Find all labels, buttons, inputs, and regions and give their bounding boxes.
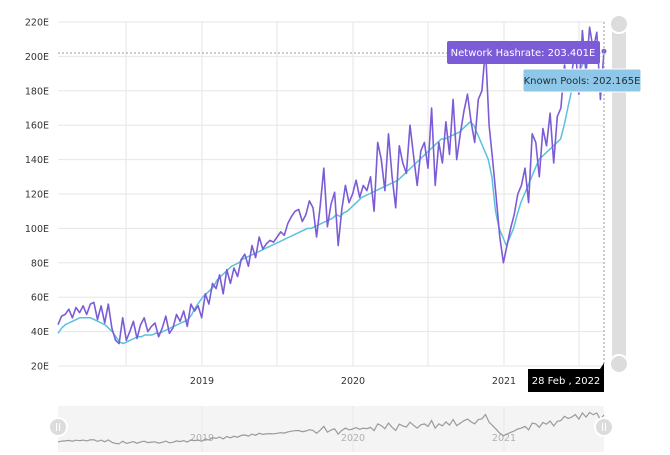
scrollbar-bottom-handle[interactable] — [609, 354, 629, 374]
scrollbar-top-handle[interactable] — [609, 14, 629, 34]
y-tick-label: 220E — [25, 18, 49, 29]
y-tick-label: 180E — [25, 86, 49, 97]
series-line-pools — [57, 51, 605, 345]
navigator-left-handle[interactable] — [48, 417, 68, 437]
y-tick-label: 140E — [25, 155, 49, 166]
y-tick-label: 160E — [25, 121, 49, 132]
nav-tick-label: 2021 — [492, 433, 516, 444]
y-tick-label: 60E — [31, 293, 49, 304]
y-tick-label: 100E — [25, 224, 49, 235]
y-tick-label: 20E — [31, 362, 49, 373]
navigator-right-handle[interactable] — [594, 417, 614, 437]
scrollbar-track[interactable] — [612, 22, 626, 366]
y-tick-label: 120E — [25, 190, 49, 201]
tooltip-date: 28 Feb , 2022 — [528, 363, 604, 392]
tooltip-pools-text: Known Pools: 202.165E — [524, 76, 641, 87]
navigator-line — [57, 411, 605, 445]
nav-tick-label: 2020 — [341, 433, 365, 444]
y-tick-label: 200E — [25, 52, 49, 63]
nav-tick-label: 2019 — [190, 433, 214, 444]
series-lines — [57, 26, 608, 345]
y-tick-label: 80E — [31, 258, 49, 269]
x-tick-label: 2019 — [190, 376, 214, 387]
tooltip-hashrate: Network Hashrate: 203.401E — [447, 41, 600, 64]
y-tick-label: 40E — [31, 327, 49, 338]
tooltip-date-text: 28 Feb , 2022 — [532, 376, 601, 387]
navigator-ticks: 2019 2020 2021 — [190, 406, 516, 452]
tooltip-pools: Known Pools: 202.165E — [522, 68, 642, 93]
tooltip-hashrate-text: Network Hashrate: 203.401E — [451, 48, 596, 59]
y-axis-ticks: 20E 40E 60E 80E 100E 120E 140E 160E 180E 200E 220E — [25, 18, 49, 373]
navigator-background — [58, 406, 604, 452]
x-tick-label: 2020 — [341, 376, 365, 387]
grid — [58, 21, 604, 367]
series-line-hashrate — [57, 26, 605, 345]
x-tick-label: 2021 — [492, 376, 516, 387]
x-axis-ticks: 2019 2020 2021 — [190, 376, 516, 387]
